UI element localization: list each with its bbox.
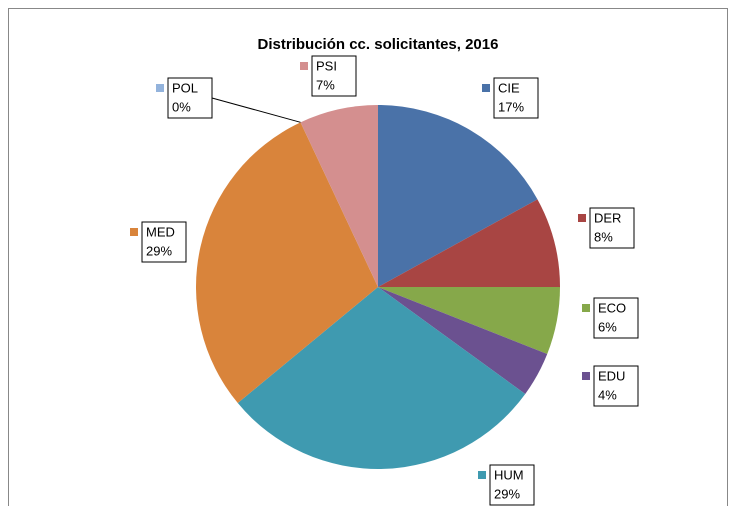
pie-slice — [237, 287, 526, 470]
label-box — [593, 297, 639, 339]
pie-slice — [378, 287, 548, 394]
value-label: 29% — [146, 243, 172, 258]
label-box — [489, 464, 535, 506]
legend-key — [482, 84, 490, 92]
value-label: 7% — [316, 77, 335, 92]
legend-key — [130, 228, 138, 236]
category-label: MED — [146, 224, 175, 239]
chart-frame — [8, 8, 728, 506]
category-label: DER — [594, 210, 621, 225]
value-label: 6% — [598, 319, 617, 334]
category-label: PSI — [316, 58, 337, 73]
pie-slice — [378, 199, 560, 287]
pie-slice — [378, 105, 538, 287]
category-label: EDU — [598, 368, 625, 383]
pie-slice — [378, 287, 560, 354]
pie-slice — [300, 105, 378, 287]
label-box — [493, 77, 539, 119]
label-box — [141, 221, 187, 263]
legend-key — [582, 304, 590, 312]
label-box — [311, 55, 357, 97]
label-box — [593, 365, 639, 407]
category-label: CIE — [498, 80, 520, 95]
value-label: 29% — [494, 486, 520, 501]
category-label: POL — [172, 80, 198, 95]
pie-slice — [196, 122, 378, 404]
category-label: HUM — [494, 467, 524, 482]
value-label: 8% — [594, 229, 613, 244]
value-label: 17% — [498, 99, 524, 114]
legend-key — [156, 84, 164, 92]
label-box — [167, 77, 213, 119]
category-label: ECO — [598, 300, 626, 315]
legend-key — [578, 214, 586, 222]
leader-line — [211, 97, 301, 123]
legend-key — [478, 471, 486, 479]
value-label: 4% — [598, 387, 617, 402]
legend-key — [300, 62, 308, 70]
legend-key — [582, 372, 590, 380]
label-box — [589, 207, 635, 249]
value-label: 0% — [172, 99, 191, 114]
chart-title: Distribución cc. solicitantes, 2016 — [258, 36, 499, 53]
